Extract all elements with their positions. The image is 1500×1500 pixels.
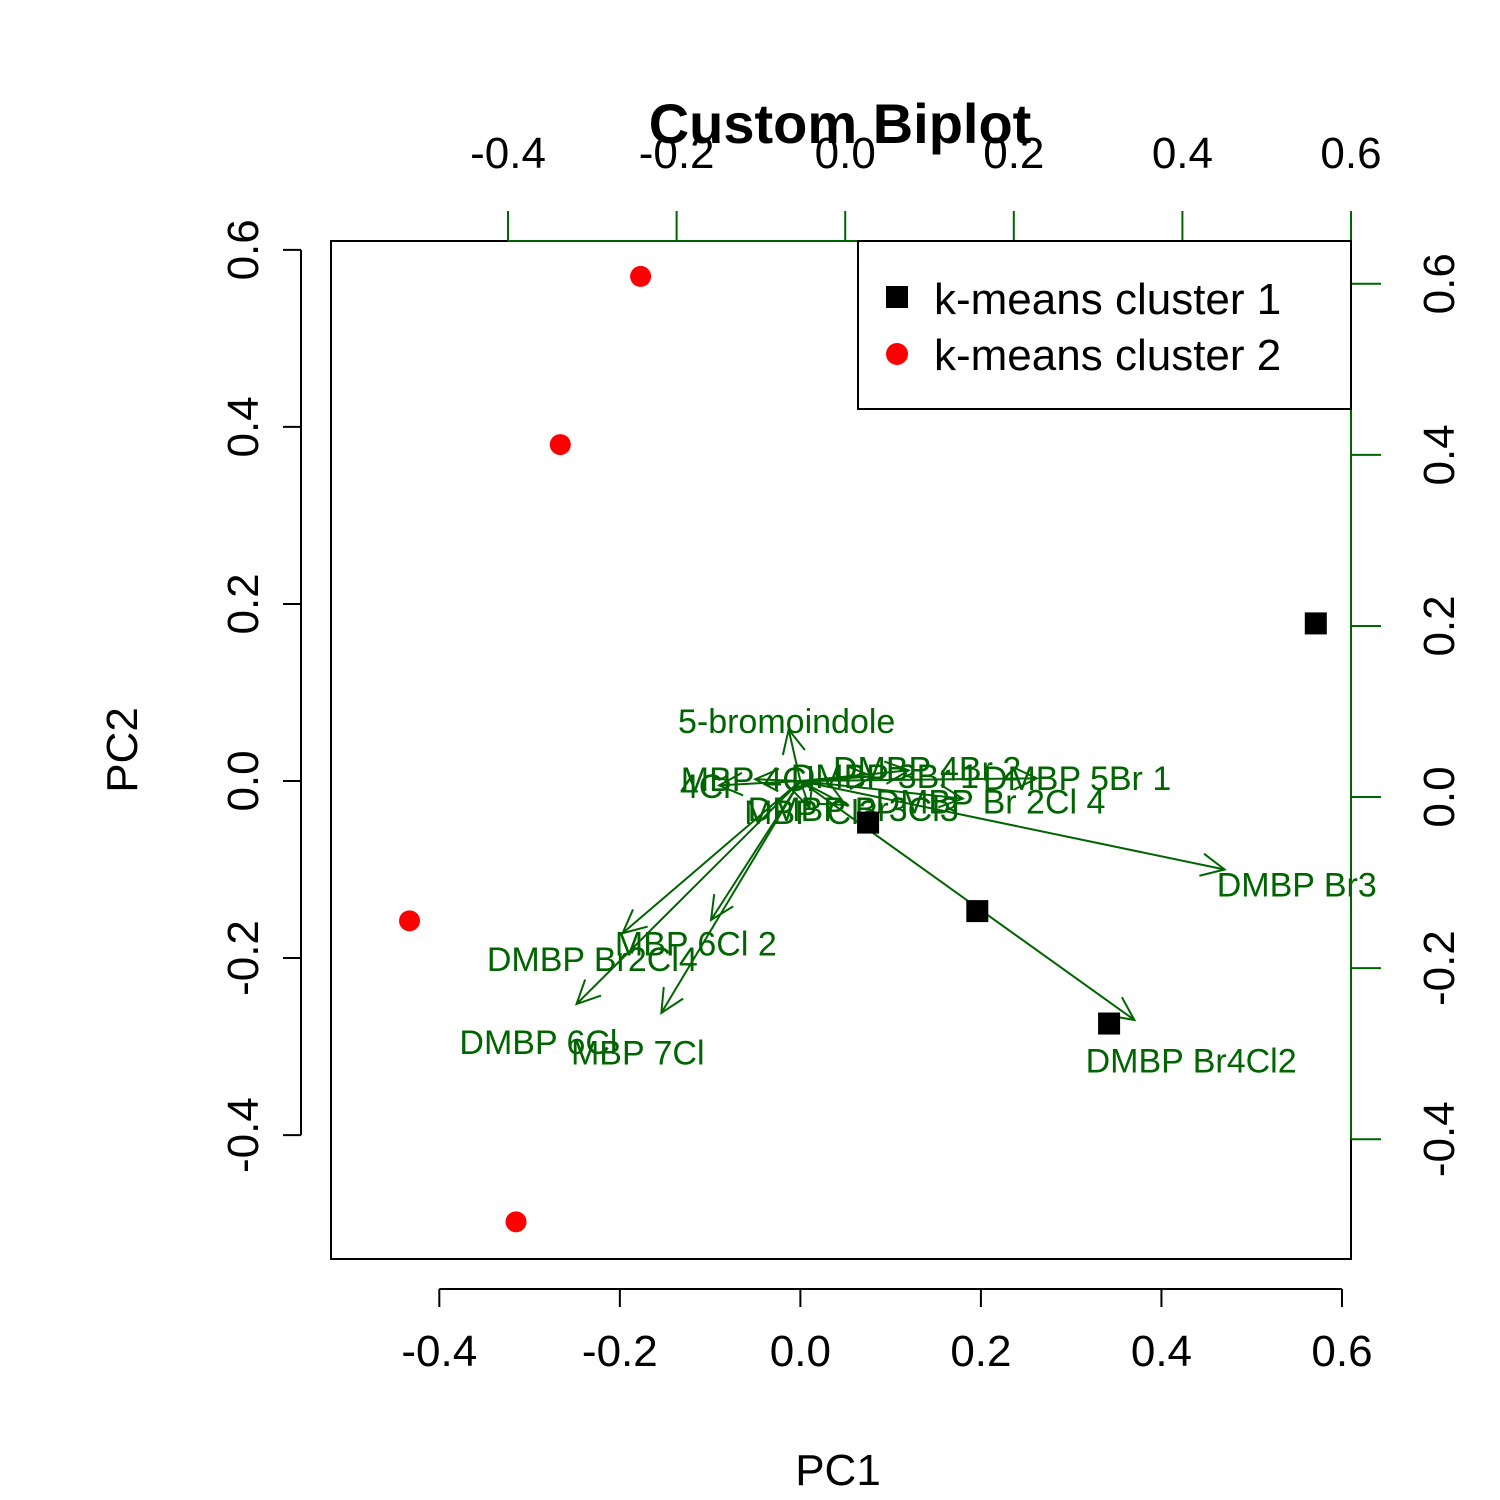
loading-label: DMBP Br 2Cl 4 (876, 784, 1106, 822)
legend-marker-cluster-1 (886, 286, 908, 308)
top-tick-label: -0.2 (639, 129, 715, 178)
score-points (399, 265, 1327, 1233)
right-tick-label: -0.2 (1415, 930, 1464, 1006)
loading-arrow (575, 780, 802, 1005)
loading-label: MBP 7Cl (571, 1034, 705, 1072)
loading-arrow (800, 779, 963, 800)
point-cluster-2 (505, 1211, 527, 1233)
y-tick-label: 0.6 (219, 219, 268, 280)
x-tick-label: 0.2 (950, 1327, 1011, 1376)
loading-arrow (719, 779, 801, 787)
chart-title: Custom Biplot (649, 92, 1032, 155)
legend-label-cluster-2: k-means cluster 2 (934, 331, 1281, 380)
top-tick-label: -0.4 (470, 129, 546, 178)
loading-arrowhead (1012, 766, 1040, 791)
loading-arrow (755, 778, 801, 782)
x-tick-label: 0.4 (1131, 1327, 1192, 1376)
loading-label: 4Cl (680, 768, 731, 806)
y-axis-label: PC2 (98, 707, 147, 793)
y-tick-label: -0.4 (219, 1097, 268, 1173)
loading-label: DMBP 3Br 1 (791, 758, 979, 796)
point-cluster-1 (966, 900, 989, 923)
loading-label: MBP 6Cl 2 (615, 926, 777, 964)
right-tick-label: 0.0 (1415, 766, 1464, 827)
x-tick-label: -0.4 (401, 1327, 477, 1376)
loading-arrow (800, 777, 1037, 782)
y-tick-label: 0.0 (219, 750, 268, 811)
loading-arrowhead (790, 781, 814, 810)
loading-arrow (799, 780, 846, 806)
x-tick-label: 0.6 (1311, 1327, 1372, 1376)
top-tick-label: 0.0 (815, 129, 876, 178)
right-tick-label: -0.4 (1415, 1101, 1464, 1177)
point-cluster-1 (857, 811, 880, 834)
point-cluster-1 (1304, 612, 1327, 635)
loading-label: DMBP Br2Cl4 (487, 941, 698, 979)
y-tick-label: 0.2 (219, 573, 268, 634)
bottom-axis: -0.4 -0.2 0.0 0.2 0.4 0.6 (401, 1288, 1373, 1376)
loading-label: 5-bromoindole (678, 703, 895, 741)
y-tick-label: 0.4 (219, 396, 268, 457)
legend-box (857, 240, 1352, 410)
point-cluster-2 (549, 434, 571, 456)
loading-arrow (621, 780, 802, 934)
x-tick-label: 0.0 (770, 1327, 831, 1376)
right-tick-label: 0.6 (1415, 253, 1464, 314)
top-tick-label: 0.2 (983, 129, 1044, 178)
loading-arrowhead (752, 767, 780, 793)
loading-arrowhead (848, 765, 875, 791)
loading-label: DMBP Br3 (1217, 867, 1377, 905)
top-axis: -0.4 -0.2 0.0 0.2 0.4 0.6 (470, 129, 1382, 242)
loading-arrowhead (716, 771, 744, 797)
x-axis-label: PC1 (795, 1446, 881, 1495)
legend-marker-cluster-2 (886, 343, 908, 365)
loading-arrowhead (938, 784, 966, 809)
loading-arrow (787, 729, 802, 782)
loading-label: DMBP Br3Cl3 (748, 791, 959, 829)
point-cluster-2 (630, 265, 652, 287)
top-tick-label: 0.6 (1320, 129, 1381, 178)
loading-label: MBP Cl3 (744, 794, 878, 832)
y-tick-label: -0.2 (219, 920, 268, 996)
point-cluster-2 (399, 910, 421, 932)
loading-arrowhead (574, 979, 602, 1006)
right-tick-label: 0.4 (1415, 424, 1464, 485)
loading-arrow (800, 780, 1225, 871)
x-tick-label: -0.2 (582, 1327, 658, 1376)
top-tick-label: 0.4 (1152, 129, 1213, 178)
loading-arrowhead (1199, 852, 1227, 877)
loading-arrow (660, 780, 802, 1014)
point-cluster-1 (1098, 1012, 1121, 1035)
left-axis: -0.4 -0.2 0.0 0.2 0.4 0.6 (219, 219, 302, 1173)
loading-label: MBP 4Cl (681, 761, 815, 799)
loading-label: DMBP Br4Cl2 (1086, 1043, 1297, 1081)
loading-label: DMBP 5Br 1 (983, 760, 1171, 798)
loading-arrowhead (620, 909, 648, 935)
right-axis: -0.4 -0.2 0.0 0.2 0.4 0.6 (1350, 253, 1464, 1177)
loading-arrow (799, 780, 811, 808)
loading-arrowhead (781, 727, 806, 756)
loading-label: DMBP 6Cl (459, 1024, 617, 1062)
loading-arrow (800, 775, 873, 782)
loading-arrowhead (819, 783, 848, 806)
legend: k-means cluster 1 k-means cluster 2 (857, 240, 1352, 410)
legend-label-cluster-1: k-means cluster 1 (934, 275, 1281, 324)
loading-arrowhead (660, 986, 684, 1015)
loading-arrowhead (709, 894, 734, 922)
right-tick-label: 0.2 (1415, 595, 1464, 656)
